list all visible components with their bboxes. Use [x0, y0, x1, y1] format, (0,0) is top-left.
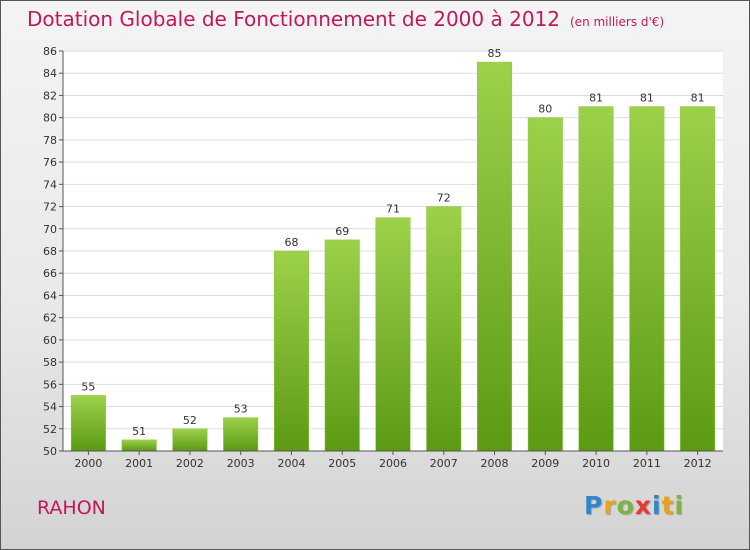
y-tick-label: 80 [43, 112, 57, 125]
y-tick-label: 86 [43, 45, 57, 58]
bar [172, 428, 208, 452]
x-tick-label: 2009 [531, 457, 559, 470]
data-label: 81 [640, 92, 654, 105]
bar [324, 239, 360, 452]
y-tick-label: 78 [43, 134, 57, 147]
x-tick-label: 2005 [328, 457, 356, 470]
logo-letter: r [603, 491, 617, 520]
data-label: 81 [589, 92, 603, 105]
logo-letter: o [616, 491, 635, 520]
bar [121, 439, 157, 452]
chart-unit: (en milliers d'€) [570, 15, 665, 29]
data-label: 85 [488, 47, 502, 60]
data-label: 81 [691, 92, 705, 105]
y-tick-label: 84 [43, 67, 57, 80]
x-tick-label: 2007 [430, 457, 458, 470]
y-tick-label: 76 [43, 156, 57, 169]
data-label: 80 [538, 103, 552, 116]
y-tick-label: 72 [43, 201, 57, 214]
logo-letter: P [584, 491, 604, 520]
x-tick-label: 2002 [176, 457, 204, 470]
commune-name: RAHON [37, 497, 106, 519]
y-tick-label: 66 [43, 267, 57, 280]
bar [527, 117, 563, 452]
y-tick-label: 64 [43, 289, 57, 302]
x-tick-label: 2004 [277, 457, 305, 470]
y-tick-label: 58 [43, 356, 57, 369]
x-tick-label: 2010 [582, 457, 610, 470]
y-tick-label: 54 [43, 401, 57, 414]
y-tick-label: 82 [43, 89, 57, 102]
bar [375, 217, 411, 452]
y-tick-label: 62 [43, 312, 57, 325]
data-label: 51 [132, 425, 146, 438]
data-label: 55 [81, 380, 95, 393]
y-tick-label: 68 [43, 245, 57, 258]
x-tick-label: 2011 [633, 457, 661, 470]
y-tick-label: 52 [43, 423, 57, 436]
x-tick-label: 2003 [227, 457, 255, 470]
bar [426, 206, 462, 452]
data-label: 69 [335, 225, 349, 238]
x-tick-label: 2008 [481, 457, 509, 470]
data-label: 53 [234, 403, 248, 416]
data-label: 68 [284, 236, 298, 249]
logo-letter: t [661, 491, 675, 520]
data-label: 71 [386, 203, 400, 216]
logo-letter: x [634, 491, 652, 520]
x-tick-label: 2000 [74, 457, 102, 470]
y-tick-label: 60 [43, 334, 57, 347]
bar [273, 250, 309, 452]
logo-letter: i [652, 491, 662, 520]
bar [223, 417, 259, 452]
y-tick-label: 74 [43, 178, 57, 191]
bar [578, 106, 614, 452]
x-tick-label: 2006 [379, 457, 407, 470]
proxiti-logo: Proxiti [584, 491, 684, 520]
x-tick-label: 2012 [684, 457, 712, 470]
data-label: 72 [437, 192, 451, 205]
x-tick-label: 2001 [125, 457, 153, 470]
bar [680, 106, 716, 452]
y-tick-label: 50 [43, 445, 57, 458]
chart-title: Dotation Globale de Fonctionnement de 20… [27, 7, 664, 31]
y-tick-label: 56 [43, 378, 57, 391]
logo-letter: i [674, 491, 685, 520]
chart-title-text: Dotation Globale de Fonctionnement de 20… [27, 7, 560, 31]
bar [629, 106, 665, 452]
data-label: 52 [183, 414, 197, 427]
bar [70, 395, 106, 452]
bar [477, 61, 513, 452]
y-tick-label: 70 [43, 223, 57, 236]
